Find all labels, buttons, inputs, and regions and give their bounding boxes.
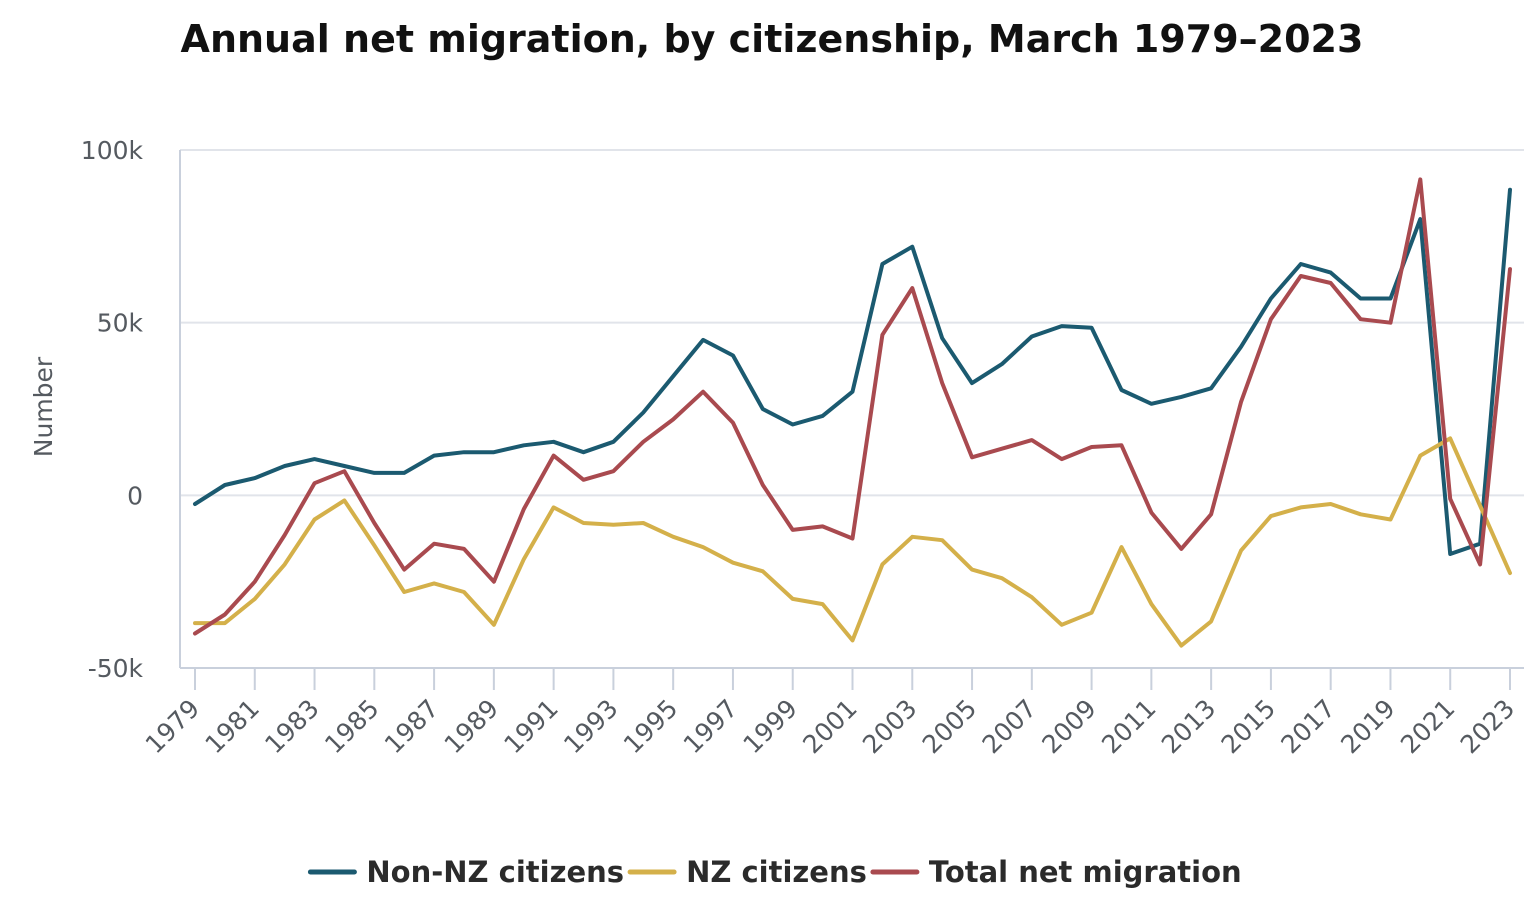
x-tick-label: 1997 <box>678 694 743 759</box>
series-line-non-nz-citizens <box>193 187 1512 556</box>
series-line-total-net-migration <box>193 177 1512 636</box>
x-tick-label: 1983 <box>259 694 324 759</box>
legend-label: NZ citizens <box>686 855 867 889</box>
x-tick-label: 1989 <box>439 694 504 759</box>
y-tick-label: 100k <box>81 136 144 165</box>
x-tick-label: 1979 <box>140 694 205 759</box>
x-tick-label: 2021 <box>1395 694 1460 759</box>
legend-item[interactable]: Total net migration <box>870 855 1242 889</box>
y-tick-label: 0 <box>127 481 143 510</box>
axes: 100k 50k 0 -50k 1979198119831985198719891991… <box>81 136 1524 759</box>
x-tick-label: 1981 <box>200 694 265 759</box>
series-line-nz-citizens <box>193 436 1512 648</box>
x-tick-label: 1985 <box>319 694 384 759</box>
x-tick-label: 2015 <box>1216 694 1281 759</box>
x-tick-label: 2005 <box>917 694 982 759</box>
gridlines <box>180 149 1524 497</box>
x-tick-label: 2007 <box>977 694 1042 759</box>
x-tick-label: 2003 <box>857 694 922 759</box>
x-tick-label: 2013 <box>1156 694 1221 759</box>
y-tick-label: -50k <box>88 654 144 683</box>
x-tick-label: 1999 <box>737 694 802 759</box>
legend-label: Non-NZ citizens <box>366 855 624 889</box>
legend-item[interactable]: Non-NZ citizens <box>307 855 624 889</box>
x-tick-label: 1991 <box>498 694 563 759</box>
series-lines <box>193 177 1512 648</box>
x-tick-label: 2009 <box>1036 694 1101 759</box>
x-tick-label: 2011 <box>1096 694 1161 759</box>
y-tick-label: 50k <box>97 309 144 338</box>
legend-label: Total net migration <box>929 855 1242 889</box>
x-tick-label: 1987 <box>379 694 444 759</box>
x-tick-label: 2023 <box>1455 694 1520 759</box>
x-tick-label: 2017 <box>1275 694 1340 759</box>
y-axis-title: Number <box>29 356 58 457</box>
x-tick-label: 2019 <box>1335 694 1400 759</box>
chart-title: Annual net migration, by citizenship, Ma… <box>181 17 1364 61</box>
x-tick-label: 1993 <box>558 694 623 759</box>
x-tick-label: 1995 <box>618 694 683 759</box>
x-tick-label: 2001 <box>797 694 862 759</box>
legend: Non-NZ citizens NZ citizens Total net migr… <box>307 855 1242 889</box>
legend-item[interactable]: NZ citizens <box>627 855 867 889</box>
